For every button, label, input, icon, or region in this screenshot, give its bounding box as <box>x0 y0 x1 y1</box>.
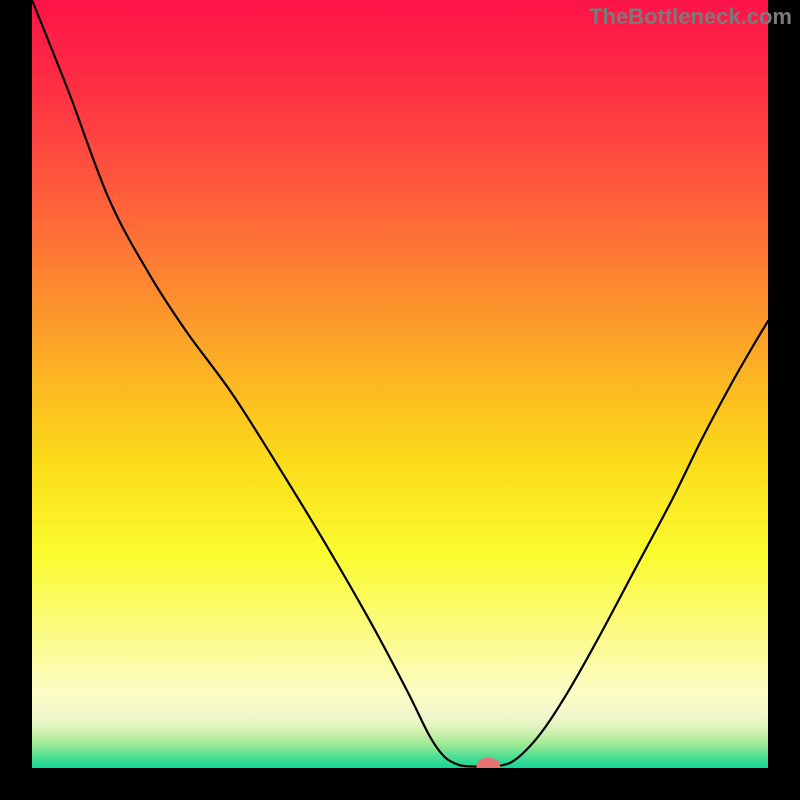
bottleneck-chart <box>0 0 800 800</box>
watermark-text: TheBottleneck.com <box>589 4 792 30</box>
chart-border-right <box>768 0 800 800</box>
chart-border-left <box>0 0 32 800</box>
chart-background <box>32 0 768 768</box>
chart-border-bottom <box>0 768 800 800</box>
chart-container: TheBottleneck.com <box>0 0 800 800</box>
